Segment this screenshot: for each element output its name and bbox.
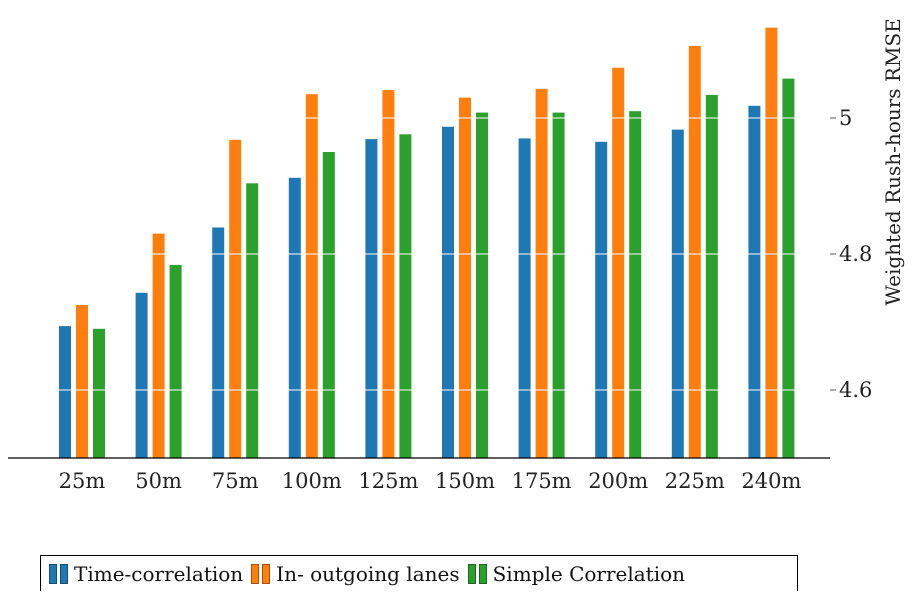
- swatch-icon: [467, 563, 476, 584]
- x-tick-label: 225m: [665, 469, 725, 493]
- bar-50m-series-1: [152, 233, 165, 458]
- bar-225m-series-2: [705, 94, 718, 459]
- grid-overlay: [8, 117, 830, 391]
- bar-100m-series-0: [288, 177, 301, 459]
- bar-100m-series-1: [305, 94, 318, 458]
- x-tick-label: 100m: [282, 469, 342, 493]
- x-tick-label: 150m: [435, 469, 495, 493]
- legend-label-series-1: In- outgoing lanes: [276, 561, 460, 586]
- bar-200m-series-2: [629, 111, 642, 458]
- bar-125m-series-1: [382, 90, 395, 458]
- legend-label-series-0: Time-correlation: [74, 561, 244, 586]
- y-tick-label: 4.6: [839, 378, 872, 402]
- swatch-icon: [49, 563, 57, 584]
- swatch-icon: [251, 563, 260, 584]
- bar-25m-series-1: [76, 305, 88, 458]
- x-tick-label: 240m: [741, 469, 801, 493]
- bar-75m-series-0: [212, 227, 225, 458]
- legend-swatch-series-1: [251, 563, 273, 584]
- y-tick-labels: 4.64.855.2: [830, 106, 872, 402]
- bar-240m-series-0: [748, 105, 761, 459]
- bar-240m-series-2: [782, 78, 795, 458]
- legend-item-series-0: Time-correlation: [49, 562, 243, 586]
- bar-200m-series-1: [612, 67, 625, 458]
- y-tick-label: 5: [839, 106, 852, 130]
- bar-125m-series-2: [399, 134, 412, 459]
- legend-item-series-2: Simple Correlation: [467, 561, 686, 586]
- bar-225m-series-0: [671, 129, 684, 458]
- bar-240m-series-1: [765, 27, 778, 458]
- bar-200m-series-0: [595, 141, 608, 459]
- x-tick-label: 200m: [588, 469, 648, 493]
- bar-225m-series-1: [688, 45, 701, 459]
- x-tick-label: 175m: [512, 469, 572, 493]
- y-axis-title: Weighted Rush-hours RMSE: [881, 18, 905, 306]
- bar-175m-series-0: [518, 138, 531, 458]
- bar-75m-series-1: [229, 139, 242, 459]
- x-tick-label: 125m: [358, 469, 418, 493]
- legend-swatch-series-2: [467, 563, 490, 584]
- bar-150m-series-2: [476, 112, 488, 458]
- legend-item-series-1: In- outgoing lanes: [251, 561, 460, 586]
- bar-175m-series-2: [552, 112, 565, 458]
- legend-swatch-series-0: [49, 563, 71, 584]
- x-tick-label: 25m: [59, 469, 106, 493]
- bar-150m-series-1: [459, 97, 471, 458]
- bar-50m-series-2: [169, 264, 182, 458]
- y-tick-label: 4.8: [839, 242, 872, 266]
- bar-150m-series-0: [442, 126, 454, 459]
- x-tick-label: 50m: [135, 469, 182, 493]
- bar-25m-series-2: [93, 328, 105, 458]
- bar-125m-series-0: [365, 139, 378, 458]
- bar-25m-series-0: [59, 326, 71, 458]
- bar-175m-series-1: [535, 88, 548, 459]
- x-tick-label: 75m: [212, 469, 259, 493]
- legend: Time-correlation In- outgoing lanes Simp…: [40, 555, 798, 591]
- x-tick-labels: 25m 50m 75m 100m 125m 150m 175m 200m 225m 240m: [59, 469, 802, 493]
- bar-75m-series-2: [246, 183, 259, 459]
- bar-100m-series-2: [322, 152, 335, 458]
- swatch-icon: [60, 563, 68, 584]
- swatch-icon: [262, 563, 271, 584]
- legend-label-series-2: Simple Correlation: [492, 561, 686, 586]
- swatch-icon: [478, 563, 487, 584]
- bars: [59, 27, 795, 459]
- bar-50m-series-0: [135, 292, 148, 458]
